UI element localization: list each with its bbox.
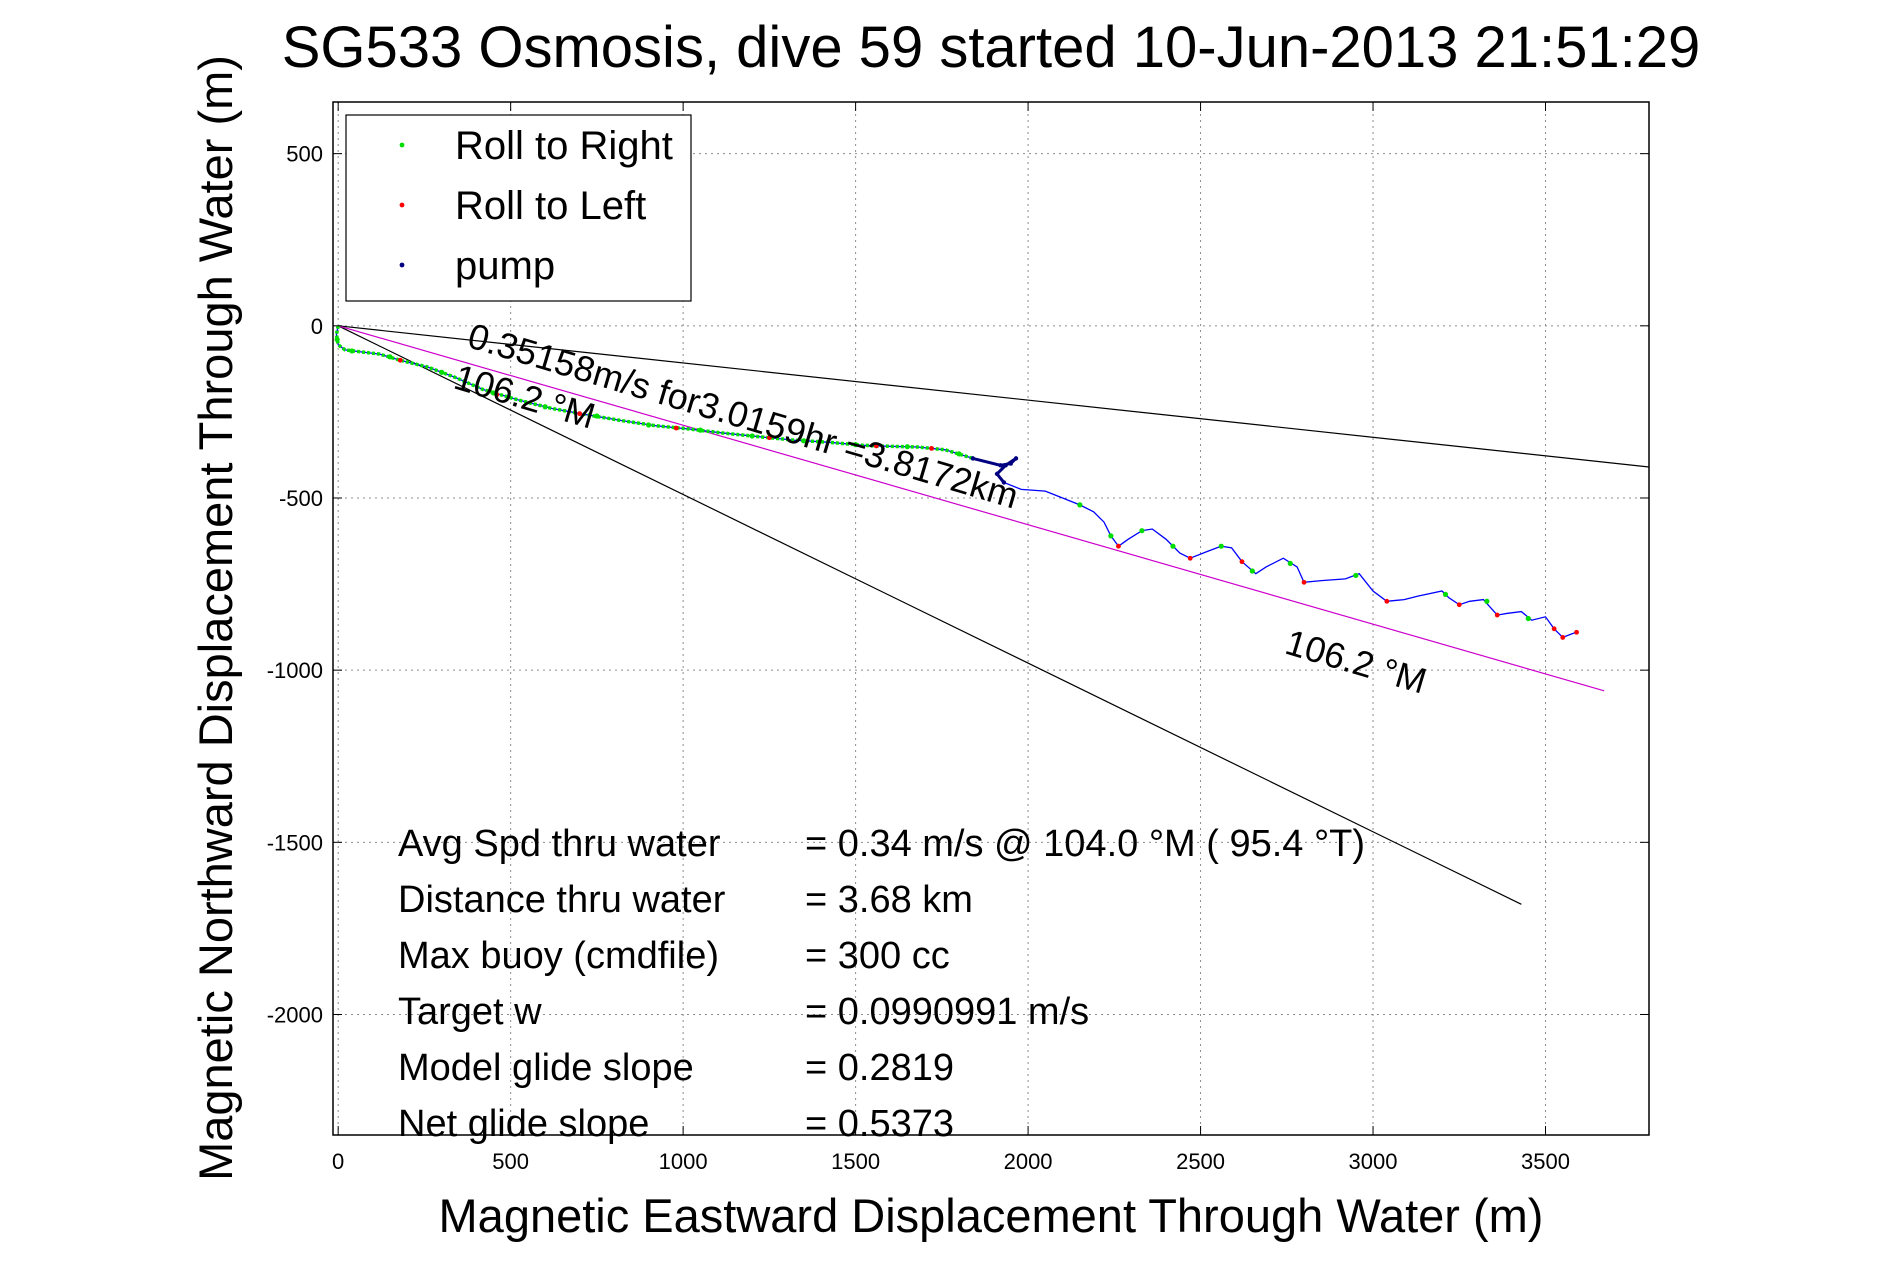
stat-label: Max buoy (cmdfile) bbox=[398, 935, 719, 977]
roll-left-point bbox=[1384, 598, 1390, 604]
roll-right-point bbox=[904, 444, 910, 450]
grid bbox=[333, 102, 1649, 1135]
roll-left-point bbox=[1560, 635, 1566, 640]
stats-block: Avg Spd thru water = 0.34 m/s @ 104.0 °M … bbox=[398, 823, 1365, 1145]
stat-label: Avg Spd thru water bbox=[398, 823, 721, 865]
roll-right-point bbox=[1170, 543, 1176, 549]
stat-value: = 0.0990991 m/s bbox=[805, 991, 1089, 1033]
y-tick-label: -1000 bbox=[267, 658, 323, 683]
y-tick-label: -500 bbox=[279, 486, 323, 511]
x-tick-label: 3000 bbox=[1349, 1149, 1398, 1174]
markers bbox=[334, 336, 1579, 640]
plot-frame bbox=[332, 101, 1650, 1136]
legend-marker bbox=[399, 202, 405, 208]
roll-left-point bbox=[577, 411, 583, 417]
x-tick-label: 0 bbox=[332, 1149, 344, 1174]
chart-title: SG533 Osmosis, dive 59 started 10-Jun-20… bbox=[282, 15, 1701, 80]
roll-left-point bbox=[1551, 626, 1557, 632]
reference-line bbox=[337, 325, 1522, 905]
roll-right-point bbox=[956, 451, 962, 457]
roll-left-point bbox=[1574, 629, 1579, 635]
roll-left-point bbox=[1301, 579, 1307, 585]
roll-left-point bbox=[673, 425, 679, 431]
stat-label: Target w bbox=[398, 991, 542, 1033]
stat-value: = 3.68 km bbox=[805, 879, 973, 921]
reference-lines bbox=[337, 325, 1650, 905]
y-tick-label: -2000 bbox=[267, 1002, 323, 1027]
stat-value: = 0.2819 bbox=[805, 1047, 954, 1089]
stat-value: = 0.34 m/s @ 104.0 °M ( 95.4 °T) bbox=[805, 823, 1365, 865]
x-tick-label: 500 bbox=[492, 1149, 529, 1174]
roll-left-point bbox=[766, 435, 772, 441]
roll-left-point bbox=[873, 443, 879, 449]
stat-label: Distance thru water bbox=[398, 879, 726, 921]
roll-right-point bbox=[1139, 528, 1145, 534]
roll-right-point bbox=[1249, 568, 1255, 574]
x-axis-label: Magnetic Eastward Displacement Through W… bbox=[439, 1189, 1544, 1242]
y-tick-label: 0 bbox=[311, 314, 323, 339]
roll-right-point bbox=[1218, 543, 1224, 549]
roll-right-point bbox=[646, 422, 652, 428]
roll-right-point bbox=[1484, 598, 1490, 604]
pump-point bbox=[998, 463, 1003, 468]
legend: Roll to Right Roll to Left pump bbox=[345, 114, 692, 302]
roll-left-point bbox=[1494, 612, 1500, 618]
roll-right-point bbox=[749, 433, 755, 439]
roll-right-point bbox=[349, 348, 355, 354]
x-tick-label: 2500 bbox=[1176, 1149, 1225, 1174]
y-axis-label: Magnetic Northward Displacement Through … bbox=[189, 55, 242, 1181]
roll-right-point bbox=[1525, 615, 1531, 622]
roll-right-point bbox=[334, 336, 340, 343]
stat-value: = 300 cc bbox=[805, 935, 950, 977]
pump-point bbox=[1001, 480, 1007, 485]
roll-right-point bbox=[439, 369, 445, 375]
ticks: 0 500 1000 1500 2000 2500 3000 3500 500 0 -500 -100… bbox=[267, 102, 1649, 1174]
x-tick-label: 1500 bbox=[831, 1149, 880, 1174]
roll-right-point bbox=[387, 354, 393, 360]
roll-left-point bbox=[929, 445, 934, 451]
roll-right-point bbox=[1353, 572, 1359, 579]
roll-right-point bbox=[594, 413, 600, 419]
roll-right-segment bbox=[334, 325, 974, 461]
roll-left-point bbox=[1239, 559, 1245, 565]
roll-right-point bbox=[1287, 560, 1293, 567]
roll-right-point bbox=[853, 442, 859, 448]
pump-point bbox=[1008, 461, 1014, 466]
y-tick-label: 500 bbox=[286, 142, 323, 167]
roll-left-point bbox=[1116, 543, 1121, 549]
roll-left-point bbox=[397, 357, 403, 363]
pump-point bbox=[970, 456, 976, 461]
pump-point bbox=[1003, 463, 1008, 468]
roll-right-point bbox=[1442, 591, 1449, 597]
legend-label: Roll to Right bbox=[455, 124, 673, 168]
y-tick-label: -1500 bbox=[267, 830, 323, 855]
legend-marker bbox=[399, 142, 405, 148]
roll-left-point bbox=[1187, 555, 1193, 561]
x-tick-label: 2000 bbox=[1004, 1149, 1053, 1174]
roll-right-point bbox=[1108, 533, 1114, 539]
legend-label: pump bbox=[455, 244, 555, 288]
x-tick-label: 3500 bbox=[1521, 1149, 1570, 1174]
stat-label: Model glide slope bbox=[398, 1047, 694, 1089]
roll-right-point bbox=[697, 427, 703, 433]
roll-right-point bbox=[542, 404, 548, 410]
stat-label: Net glide slope bbox=[398, 1103, 649, 1145]
x-tick-label: 1000 bbox=[659, 1149, 708, 1174]
roll-left-point bbox=[494, 392, 500, 398]
legend-marker bbox=[399, 262, 405, 268]
stat-value: = 0.5373 bbox=[805, 1103, 954, 1145]
pump-point bbox=[994, 471, 1000, 477]
roll-right-point bbox=[801, 438, 807, 444]
reference-line bbox=[338, 325, 1650, 468]
roll-right-point bbox=[1077, 502, 1083, 508]
pump-point bbox=[1013, 456, 1019, 461]
roll-left-point bbox=[1456, 602, 1462, 608]
legend-label: Roll to Left bbox=[455, 184, 646, 228]
reference-line bbox=[338, 325, 1605, 692]
